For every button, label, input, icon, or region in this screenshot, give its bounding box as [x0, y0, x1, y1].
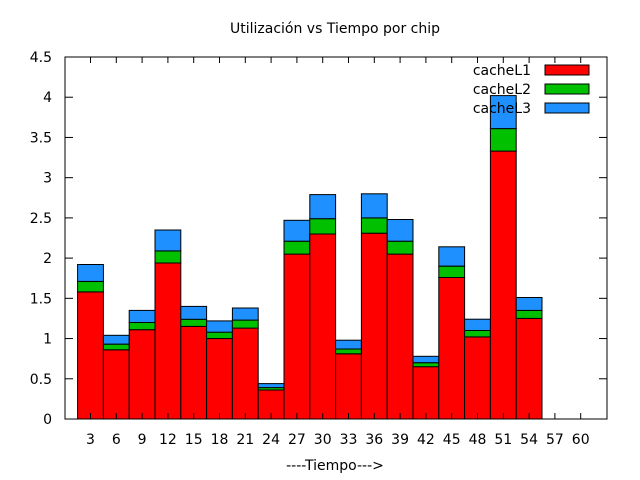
x-tick-label: 12	[159, 432, 177, 448]
x-tick-label: 57	[546, 432, 564, 448]
bar-cacheL3-33	[335, 339, 362, 350]
chart-title: Utilización vs Tiempo por chip	[230, 21, 440, 37]
y-tick-label: 3	[43, 171, 52, 187]
y-tick-label: 1	[43, 332, 52, 348]
legend-swatch-cacheL3	[544, 102, 590, 114]
bar-cacheL3-36	[360, 193, 388, 219]
bar-cacheL2-54	[515, 309, 543, 319]
x-tick-label: 33	[340, 432, 358, 448]
bar-cacheL1-21	[231, 327, 259, 420]
bar-cacheL3-39	[386, 219, 414, 242]
x-tick-label: 45	[443, 432, 461, 448]
bar-cacheL2-9	[128, 322, 156, 331]
bar-cacheL1-51	[489, 150, 517, 420]
bar-cacheL2-36	[360, 217, 388, 234]
bar-cacheL2-42	[412, 362, 440, 368]
bar-cacheL3-51	[489, 95, 517, 130]
bar-cacheL3-12	[154, 229, 182, 252]
y-tick-label: 4.5	[30, 50, 52, 66]
legend-swatch-cacheL2	[544, 83, 590, 95]
bar-cacheL3-48	[464, 318, 491, 332]
x-tick-label: 39	[391, 432, 409, 448]
bar-cacheL1-30	[309, 233, 337, 420]
bar-cacheL2-18	[206, 331, 233, 340]
x-tick-label: 6	[112, 432, 121, 448]
bar-cacheL2-27	[283, 240, 311, 255]
y-tick-label: 4	[43, 90, 52, 106]
bar-cacheL1-42	[412, 366, 440, 420]
x-tick-label: 30	[314, 432, 332, 448]
x-tick-label: 27	[288, 432, 306, 448]
y-tick-label: 0	[43, 412, 52, 428]
bar-cacheL2-33	[335, 348, 362, 355]
x-tick-label: 15	[185, 432, 203, 448]
bar-cacheL2-12	[154, 250, 182, 264]
bar-cacheL3-54	[515, 297, 543, 311]
bar-cacheL1-18	[206, 338, 233, 420]
bar-cacheL1-6	[102, 349, 130, 420]
bar-cacheL1-27	[283, 253, 311, 420]
bar-cacheL2-21	[231, 319, 259, 329]
y-tick-label: 3.5	[30, 130, 52, 146]
x-tick-label: 42	[417, 432, 435, 448]
bar-cacheL2-48	[464, 330, 491, 338]
bar-cacheL1-9	[128, 329, 156, 420]
x-tick-label: 9	[138, 432, 147, 448]
y-tick-label: 0.5	[30, 372, 52, 388]
x-tick-label: 24	[262, 432, 280, 448]
bar-cacheL2-30	[309, 218, 337, 235]
x-axis-label: ----Tiempo--->	[286, 458, 384, 474]
bar-cacheL1-33	[335, 353, 362, 420]
x-tick-label: 3	[86, 432, 95, 448]
bar-cacheL1-3	[77, 291, 104, 420]
bar-cacheL3-18	[206, 320, 233, 333]
x-tick-label: 51	[494, 432, 512, 448]
x-tick-label: 18	[211, 432, 229, 448]
axes-layer: 00.511.522.533.544.53 6 9 12 15 18 21 24 27 30 33 3…	[30, 50, 607, 448]
bar-cacheL3-24	[257, 383, 285, 389]
bar-cacheL1-45	[438, 276, 466, 420]
bar-cacheL3-30	[309, 194, 337, 220]
legend-swatch-cacheL1	[544, 64, 590, 76]
bar-cacheL2-6	[102, 343, 130, 351]
bar-cacheL1-39	[386, 253, 414, 420]
y-tick-label: 2.5	[30, 211, 52, 227]
x-tick-label: 60	[572, 432, 590, 448]
legend-label-cacheL2: cacheL2	[473, 82, 531, 98]
bar-cacheL1-48	[464, 336, 491, 420]
bar-cacheL3-45	[438, 246, 466, 267]
x-tick-label: 36	[365, 432, 383, 448]
bar-cacheL3-27	[283, 219, 311, 242]
legend-label-cacheL1: cacheL1	[473, 63, 531, 79]
bar-cacheL2-51	[489, 128, 517, 152]
bar-cacheL2-15	[180, 318, 208, 327]
bar-cacheL3-42	[412, 355, 440, 364]
legend-label-cacheL3: cacheL3	[473, 101, 531, 117]
bars-layer	[77, 95, 543, 420]
legend: cacheL1 cacheL2 cacheL3	[473, 63, 590, 117]
bar-cacheL3-21	[231, 307, 259, 321]
bar-cacheL1-12	[154, 262, 182, 420]
bar-cacheL2-45	[438, 265, 466, 279]
bar-cacheL2-3	[77, 280, 104, 293]
bar-cacheL2-39	[386, 240, 414, 255]
bar-cacheL1-54	[515, 317, 543, 420]
y-tick-label: 1.5	[30, 291, 52, 307]
x-tick-label: 21	[236, 432, 254, 448]
x-tick-label: 48	[469, 432, 487, 448]
y-tick-label: 2	[43, 251, 52, 267]
bar-cacheL3-15	[180, 305, 208, 320]
bar-cacheL3-9	[128, 309, 156, 323]
bar-cacheL1-36	[360, 232, 388, 420]
x-tick-label: 54	[520, 432, 538, 448]
bar-cacheL1-15	[180, 326, 208, 420]
bar-cacheL3-3	[77, 264, 104, 282]
bar-cacheL3-6	[102, 334, 130, 345]
plot-frame	[64, 56, 608, 420]
